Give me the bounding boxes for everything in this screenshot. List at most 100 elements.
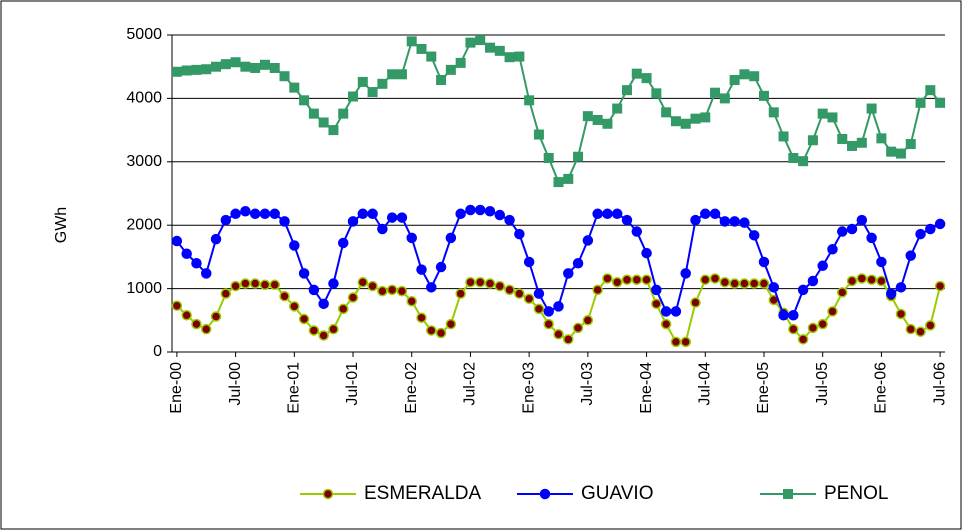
data-point — [641, 274, 652, 285]
data-point — [181, 65, 192, 76]
data-point — [758, 90, 769, 101]
data-point — [729, 278, 740, 289]
data-point — [661, 107, 672, 118]
data-point — [259, 279, 271, 291]
data-point — [328, 125, 339, 136]
data-point — [279, 71, 290, 82]
data-point — [837, 287, 848, 298]
data-point — [348, 91, 359, 102]
data-point — [396, 69, 407, 80]
x-tick-label: Jul-05 — [814, 362, 831, 406]
data-point — [210, 233, 222, 245]
data-point — [514, 288, 525, 299]
data-point — [631, 68, 642, 79]
data-point — [797, 334, 809, 345]
data-point — [553, 328, 564, 340]
data-point — [338, 108, 349, 119]
data-point — [533, 303, 545, 315]
data-point — [465, 204, 476, 216]
x-tick-label: Ene-02 — [403, 362, 420, 414]
data-point — [563, 268, 574, 279]
data-point — [191, 64, 202, 75]
data-point — [807, 322, 819, 334]
data-point — [484, 206, 496, 217]
data-point — [915, 228, 926, 240]
data-point — [846, 223, 858, 235]
data-point — [856, 214, 868, 226]
data-point — [621, 214, 633, 226]
data-point — [367, 87, 378, 98]
data-point — [827, 244, 838, 255]
data-point — [700, 208, 711, 220]
data-point — [856, 137, 867, 148]
data-point — [533, 288, 545, 299]
data-point — [758, 256, 770, 268]
data-point — [739, 278, 750, 289]
data-point — [631, 274, 643, 285]
data-point — [563, 334, 574, 345]
data-point — [318, 117, 329, 128]
data-point — [660, 306, 672, 317]
data-point — [866, 103, 877, 114]
data-point — [523, 293, 535, 304]
data-point — [719, 93, 730, 104]
data-point — [298, 313, 310, 325]
data-point — [572, 322, 584, 334]
data-point — [837, 133, 848, 144]
data-point — [553, 301, 564, 312]
data-point — [299, 95, 310, 106]
data-point — [563, 173, 574, 184]
data-point — [289, 240, 300, 251]
data-point — [876, 275, 887, 287]
data-point — [230, 280, 241, 292]
data-point — [426, 325, 437, 336]
data-point — [347, 292, 359, 303]
data-point — [259, 208, 271, 220]
data-point — [416, 312, 427, 324]
data-point — [592, 208, 603, 220]
data-point — [797, 284, 809, 296]
data-point — [474, 277, 486, 288]
data-point — [357, 208, 369, 220]
data-point — [582, 315, 594, 326]
data-point — [866, 274, 877, 285]
data-point — [524, 95, 535, 106]
x-tick-label: Ene-05 — [755, 362, 772, 414]
y-tick-label: 5000 — [126, 26, 162, 43]
data-point — [749, 71, 760, 82]
data-point — [631, 226, 643, 237]
data-point — [690, 297, 701, 308]
data-point — [670, 336, 682, 348]
legend-marker — [322, 488, 334, 500]
data-point — [885, 288, 897, 299]
data-point — [788, 152, 799, 163]
data-point — [719, 216, 731, 227]
data-point — [465, 37, 476, 48]
data-point — [915, 326, 926, 337]
data-point — [788, 309, 799, 321]
data-point — [925, 85, 936, 96]
data-point — [249, 278, 261, 289]
data-point — [455, 57, 466, 68]
data-point — [611, 208, 623, 220]
data-point — [171, 300, 183, 311]
data-point — [445, 64, 456, 75]
data-point — [768, 107, 779, 118]
data-point — [543, 306, 554, 317]
data-point — [856, 273, 868, 284]
data-point — [660, 318, 672, 330]
data-point — [758, 278, 770, 289]
data-point — [250, 62, 261, 73]
data-point — [377, 78, 388, 89]
data-point — [582, 111, 593, 122]
data-point — [171, 66, 182, 77]
data-point — [778, 131, 789, 142]
y-axis-label: GWh — [53, 207, 70, 243]
data-point — [709, 273, 721, 284]
data-point — [700, 112, 711, 123]
data-point — [201, 64, 212, 75]
data-point — [925, 320, 936, 331]
data-point — [905, 250, 917, 261]
data-point — [386, 284, 398, 296]
